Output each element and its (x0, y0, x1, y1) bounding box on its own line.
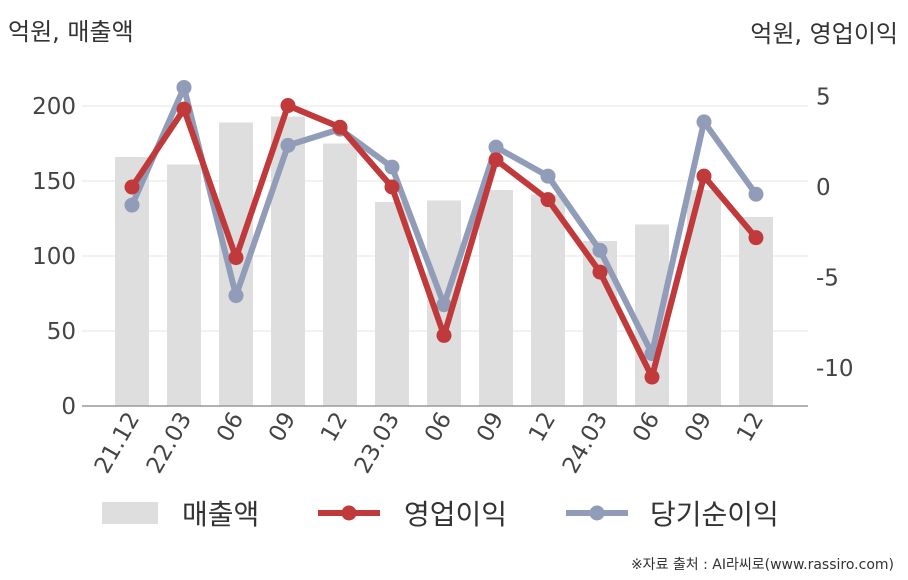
revenue-bar (375, 202, 409, 406)
x-tick-label: 24.03 (558, 408, 613, 478)
profit-lines (124, 79, 764, 385)
net-income-point (748, 186, 764, 202)
left-tick-label: 0 (61, 394, 76, 420)
x-tick-label: 12 (524, 408, 561, 446)
x-tick-label: 06 (420, 408, 457, 446)
right-tick-label: -5 (816, 266, 839, 292)
x-tick-label: 09 (680, 408, 717, 446)
operating-profit-point (696, 168, 712, 184)
legend-revenue-label: 매출액 (182, 498, 259, 531)
right-tick-label: 5 (816, 85, 831, 111)
revenue-bar (323, 143, 357, 406)
operating-profit-point (592, 264, 608, 280)
net-income-point (540, 168, 556, 184)
net-income-point (124, 197, 140, 213)
operating-profit-point (488, 152, 504, 168)
net-income-point (228, 288, 244, 304)
net-income-point (488, 139, 504, 155)
revenue-bar (479, 190, 513, 406)
operating-profit-point (124, 179, 140, 195)
x-tick-label: 22.03 (142, 408, 197, 478)
operating-profit-point (176, 101, 192, 117)
left-axis-unit-label: 억원, 매출액 (8, 18, 134, 46)
legend-net-income-marker (589, 505, 605, 521)
x-tick-label: 12 (732, 408, 769, 446)
net-income-point (436, 297, 452, 313)
operating-profit-point (436, 327, 452, 343)
operating-profit-point (332, 119, 348, 135)
x-tick-label: 23.03 (350, 408, 405, 478)
legend-net-income-label: 당기순이익 (650, 498, 779, 531)
revenue-bar (271, 116, 305, 406)
operating-profit-point (280, 98, 296, 114)
net-income-point (592, 242, 608, 258)
x-tick-label: 06 (212, 408, 249, 446)
right-tick-label: 0 (816, 175, 831, 201)
revenue-bar (531, 194, 565, 406)
net-income-point (280, 137, 296, 153)
net-income-point (176, 79, 192, 95)
legend-operating-profit-marker (341, 505, 357, 521)
left-tick-label: 100 (32, 244, 76, 270)
x-tick-label: 09 (264, 408, 301, 446)
x-tick-label: 21.12 (90, 408, 145, 478)
operating-profit-point (384, 179, 400, 195)
left-tick-label: 200 (32, 94, 76, 120)
left-tick-label: 50 (47, 319, 76, 345)
operating-profit-point (644, 369, 660, 385)
operating-profit-point (748, 230, 764, 246)
revenue-bar (167, 164, 201, 406)
legend: 매출액 영업이익 당기순이익 (102, 498, 779, 531)
net-income-point (384, 159, 400, 175)
operating-profit-point (540, 192, 556, 208)
net-income-point (696, 114, 712, 130)
legend-operating-profit-label: 영업이익 (404, 498, 507, 531)
revenue-bar (739, 217, 773, 406)
right-tick-label: -10 (816, 356, 854, 382)
x-tick-label: 06 (628, 408, 665, 446)
source-note: ※자료 출처 : AI라씨로(www.rassiro.com) (630, 557, 894, 573)
left-tick-label: 150 (32, 169, 76, 195)
x-tick-label: 12 (316, 408, 353, 446)
legend-revenue-swatch (102, 502, 158, 524)
right-axis-unit-label: 억원, 영업이익 (750, 20, 898, 48)
x-tick-label: 09 (472, 408, 509, 446)
operating-profit-point (228, 250, 244, 266)
